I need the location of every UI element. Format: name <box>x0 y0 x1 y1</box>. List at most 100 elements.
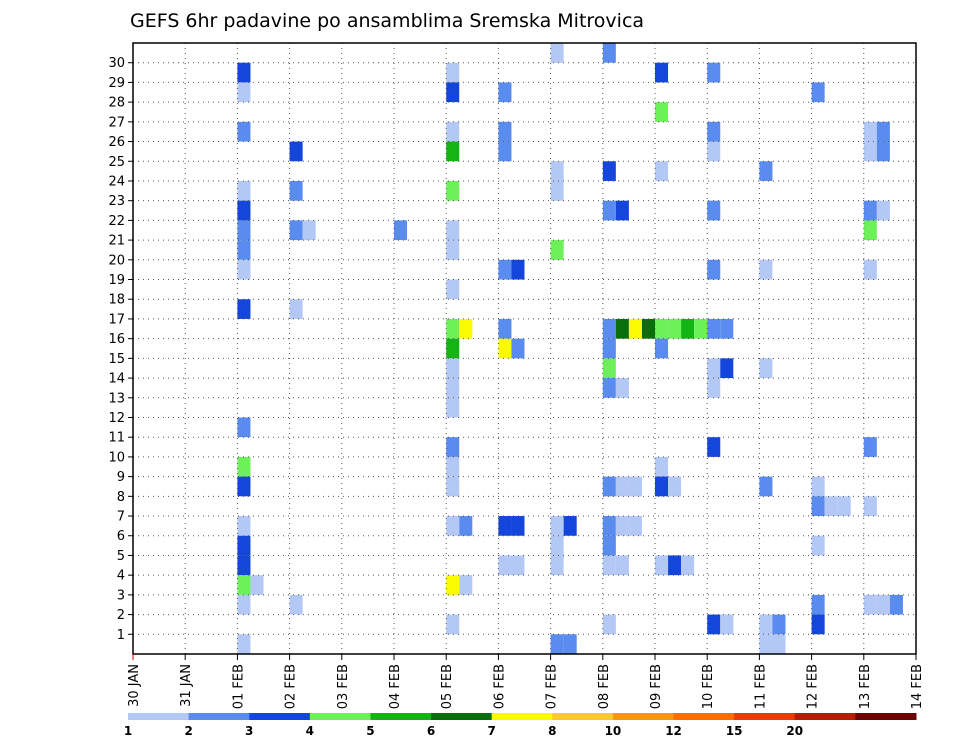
precip-cell <box>615 555 629 576</box>
precip-cell <box>550 43 564 63</box>
precip-cell <box>237 121 251 142</box>
x-tick-label: 09 FEB <box>649 664 664 709</box>
y-tick-label: 5 <box>117 549 125 564</box>
x-tick-label: 14 FEB <box>910 664 925 709</box>
x-tick-label: 12 FEB <box>806 664 821 709</box>
precip-cell <box>641 318 655 339</box>
precip-cell <box>655 62 669 83</box>
colorbar-swatch <box>370 713 432 720</box>
precip-cell <box>237 259 251 280</box>
precip-cell <box>707 614 721 635</box>
precip-cell <box>602 378 616 398</box>
precip-cell <box>772 614 786 635</box>
precip-cell <box>511 259 525 280</box>
colorbar-label: 12 <box>665 724 682 738</box>
x-tick-label: 06 FEB <box>492 664 507 709</box>
precip-cell <box>459 318 473 339</box>
precip-cell <box>720 614 734 635</box>
precip-cell <box>615 476 629 497</box>
colorbar-swatch <box>188 713 250 720</box>
precip-cell <box>863 496 877 517</box>
precip-cell <box>707 318 721 339</box>
precip-cell <box>655 456 669 477</box>
colorbar-swatch <box>431 713 493 720</box>
precip-cell <box>694 318 708 339</box>
colorbar-label: 15 <box>726 724 743 738</box>
colorbar-swatch <box>794 713 856 720</box>
y-tick-label: 9 <box>117 470 125 485</box>
precip-cell <box>628 516 642 536</box>
precip-cell <box>237 476 251 497</box>
x-tick-label: 02 FEB <box>284 664 299 709</box>
precip-cell <box>811 535 825 556</box>
precip-cell <box>302 220 316 241</box>
x-tick-label: 10 FEB <box>701 664 716 709</box>
x-tick-label: 07 FEB <box>545 664 560 709</box>
precip-cell <box>707 200 721 221</box>
x-tick-label: 03 FEB <box>336 664 351 709</box>
precip-cell <box>681 555 695 576</box>
x-tick-label: 30 JAN <box>127 664 142 707</box>
colorbar-swatch <box>309 713 371 720</box>
colorbar-swatch <box>552 713 614 720</box>
precip-cell <box>446 240 460 260</box>
y-tick-label: 30 <box>108 56 125 71</box>
precip-cell <box>446 180 460 201</box>
y-tick-label: 17 <box>108 312 125 327</box>
precip-cell <box>446 141 460 162</box>
precip-cell <box>863 437 877 457</box>
precip-cell <box>615 318 629 339</box>
precip-cell <box>707 141 721 162</box>
precip-cell <box>550 240 564 260</box>
y-tick-label: 2 <box>117 608 125 623</box>
precip-cell <box>759 634 773 654</box>
precip-cell <box>550 555 564 576</box>
y-tick-label: 20 <box>108 253 125 268</box>
precip-cell <box>237 555 251 576</box>
x-tick-label: 04 FEB <box>388 664 403 709</box>
precip-cell <box>511 516 525 536</box>
precip-cell <box>811 614 825 635</box>
precip-cell <box>237 417 251 438</box>
precip-cell <box>289 220 303 241</box>
precip-cell <box>498 338 512 359</box>
precip-cell <box>446 358 460 379</box>
precip-cell <box>511 555 525 576</box>
y-tick-label: 22 <box>108 214 125 229</box>
precip-cell <box>720 358 734 379</box>
precip-cell <box>237 299 251 319</box>
precip-cell <box>446 378 460 398</box>
y-tick-label: 25 <box>108 155 125 170</box>
precip-cell <box>498 121 512 142</box>
precip-cell <box>602 476 616 497</box>
y-tick-label: 13 <box>108 391 125 406</box>
x-tick-label: 31 JAN <box>179 664 194 707</box>
precip-cell <box>707 121 721 142</box>
y-tick-label: 7 <box>117 510 125 525</box>
x-tick-label: 08 FEB <box>597 664 612 709</box>
precip-cell <box>602 516 616 536</box>
precip-cell <box>459 575 473 595</box>
precip-cell <box>615 516 629 536</box>
precip-cell <box>289 141 303 162</box>
precip-cell <box>563 516 577 536</box>
precip-cell <box>602 161 616 181</box>
precip-cell <box>811 82 825 103</box>
y-tick-label: 12 <box>108 411 125 426</box>
colorbar-swatch <box>128 713 190 720</box>
precip-cell <box>550 634 564 654</box>
precip-cell <box>602 535 616 556</box>
x-tick-label: 01 FEB <box>231 664 246 709</box>
precip-cell <box>863 141 877 162</box>
colorbar-label: 5 <box>366 724 374 738</box>
precip-cell <box>602 555 616 576</box>
y-tick-label: 1 <box>117 628 125 643</box>
precip-cell <box>772 634 786 654</box>
precip-cell <box>628 476 642 497</box>
precip-cell <box>759 614 773 635</box>
precip-cell <box>446 437 460 457</box>
colorbar-swatch <box>673 713 735 720</box>
colorbar-swatch <box>612 713 675 720</box>
precip-cell <box>876 200 890 221</box>
